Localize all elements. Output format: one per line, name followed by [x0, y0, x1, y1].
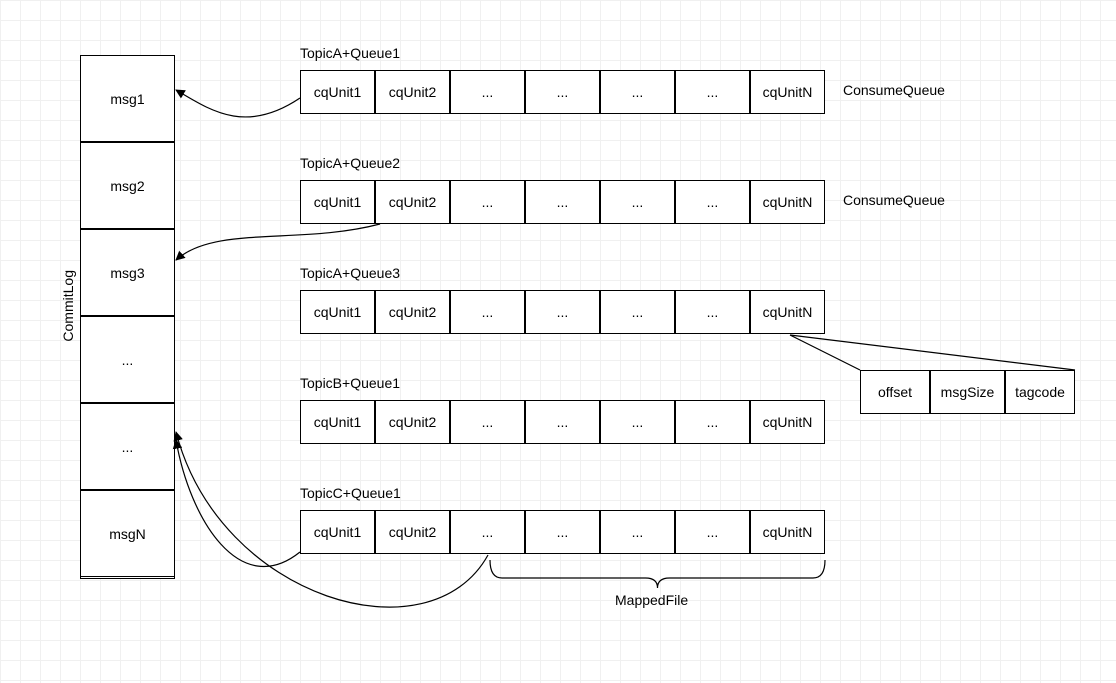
cqunit-detail-msgSize: msgSize: [930, 370, 1005, 414]
queue-3-cell-5: ...: [675, 400, 750, 444]
queue-1-cell-4: ...: [600, 180, 675, 224]
queue-1-cell-2: ...: [450, 180, 525, 224]
commitlog-label: CommitLog: [60, 270, 76, 342]
queue-0-cell-3: ...: [525, 70, 600, 114]
queue-0-cell-6: cqUnitN: [750, 70, 825, 114]
queue-1-cell-0: cqUnit1: [300, 180, 375, 224]
queue-2-cell-1: cqUnit2: [375, 290, 450, 334]
queue-2-cell-6: cqUnitN: [750, 290, 825, 334]
queue-0-cell-4: ...: [600, 70, 675, 114]
queue-2-cell-0: cqUnit1: [300, 290, 375, 334]
queue-4-cell-5: ...: [675, 510, 750, 554]
cqunit-detail-offset: offset: [860, 370, 930, 414]
queue-3-cell-0: cqUnit1: [300, 400, 375, 444]
queue-3-cell-3: ...: [525, 400, 600, 444]
queue-label-1: TopicA+Queue2: [300, 155, 400, 171]
queue-1-cell-6: cqUnitN: [750, 180, 825, 224]
queue-1-cell-1: cqUnit2: [375, 180, 450, 224]
queue-4-cell-2: ...: [450, 510, 525, 554]
queue-label-2: TopicA+Queue3: [300, 265, 400, 281]
commitlog-cell-2: msg3: [80, 229, 175, 316]
commitlog-cell-0: msg1: [80, 55, 175, 142]
diagram-root: CommitLogmsg1msg2msg3......msgNTopicA+Qu…: [0, 0, 1116, 683]
queue-0-cell-5: ...: [675, 70, 750, 114]
queue-right-label-1: ConsumeQueue: [843, 192, 945, 208]
queue-0-cell-1: cqUnit2: [375, 70, 450, 114]
queue-3-cell-2: ...: [450, 400, 525, 444]
queue-4-cell-3: ...: [525, 510, 600, 554]
queue-4-cell-4: ...: [600, 510, 675, 554]
queue-label-4: TopicC+Queue1: [300, 485, 401, 501]
commitlog-cell-3: ...: [80, 316, 175, 403]
commitlog-cell-1: msg2: [80, 142, 175, 229]
queue-4-cell-0: cqUnit1: [300, 510, 375, 554]
cqunit-detail-tagcode: tagcode: [1005, 370, 1075, 414]
commitlog-cell-5: msgN: [80, 490, 175, 577]
commitlog-cell-4: ...: [80, 403, 175, 490]
queue-2-cell-2: ...: [450, 290, 525, 334]
queue-2-cell-5: ...: [675, 290, 750, 334]
queue-1-cell-5: ...: [675, 180, 750, 224]
queue-2-cell-4: ...: [600, 290, 675, 334]
queue-0-cell-2: ...: [450, 70, 525, 114]
mappedfile-label: MappedFile: [615, 592, 688, 608]
queue-right-label-0: ConsumeQueue: [843, 82, 945, 98]
queue-4-cell-1: cqUnit2: [375, 510, 450, 554]
queue-2-cell-3: ...: [525, 290, 600, 334]
queue-4-cell-6: cqUnitN: [750, 510, 825, 554]
queue-3-cell-1: cqUnit2: [375, 400, 450, 444]
queue-3-cell-6: cqUnitN: [750, 400, 825, 444]
queue-label-3: TopicB+Queue1: [300, 375, 400, 391]
queue-3-cell-4: ...: [600, 400, 675, 444]
queue-1-cell-3: ...: [525, 180, 600, 224]
queue-0-cell-0: cqUnit1: [300, 70, 375, 114]
queue-label-0: TopicA+Queue1: [300, 45, 400, 61]
